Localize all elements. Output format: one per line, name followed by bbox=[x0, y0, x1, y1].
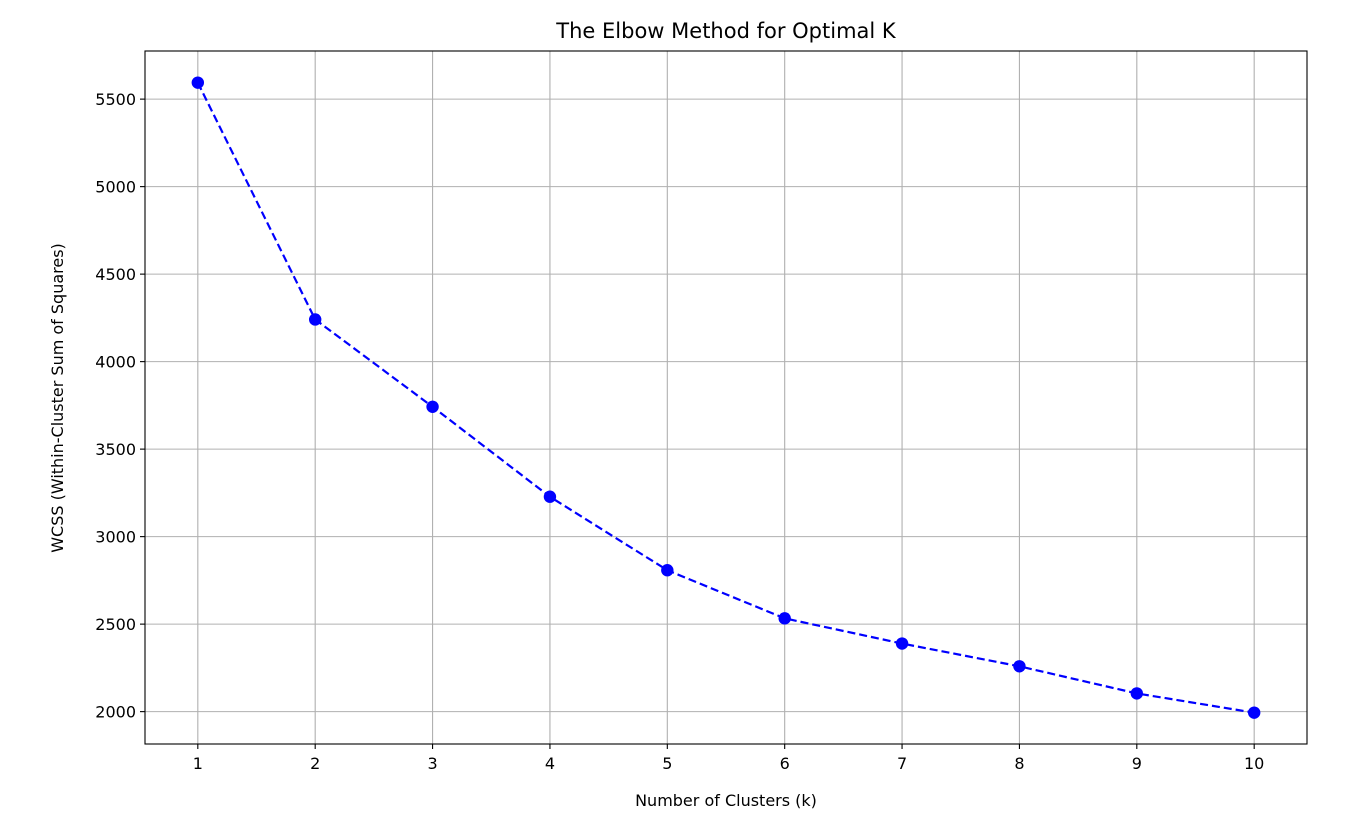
x-tick-label: 10 bbox=[1244, 754, 1264, 773]
x-tick-label: 9 bbox=[1132, 754, 1142, 773]
tick-layer: 1 2 3 4 5 6 7 8 9 10 2000 2500 3000 3500 4000 4500 5000 5… bbox=[95, 90, 1264, 773]
data-point-marker bbox=[661, 564, 674, 577]
data-point-marker bbox=[191, 76, 205, 89]
y-tick-label: 2000 bbox=[95, 703, 136, 722]
data-point-marker bbox=[778, 612, 791, 625]
x-tick-label: 3 bbox=[427, 754, 437, 773]
data-point-marker bbox=[1013, 660, 1026, 673]
y-tick-label: 2500 bbox=[95, 615, 136, 634]
x-tick-label: 5 bbox=[662, 754, 672, 773]
axes-frame bbox=[144, 50, 1308, 745]
y-tick-label: 4500 bbox=[95, 265, 136, 284]
x-tick-label: 1 bbox=[193, 754, 203, 773]
data-point-marker bbox=[1130, 687, 1144, 700]
x-axis-label: Number of Clusters (k) bbox=[635, 791, 817, 810]
y-tick-label: 5500 bbox=[95, 90, 136, 109]
data-point-marker bbox=[895, 637, 909, 650]
series-line bbox=[196, 82, 1255, 714]
grid-layer bbox=[145, 51, 1307, 744]
chart-title: The Elbow Method for Optimal K bbox=[555, 19, 897, 43]
x-tick-label: 8 bbox=[1014, 754, 1024, 773]
data-point-marker bbox=[308, 313, 322, 326]
y-tick-label: 3500 bbox=[95, 440, 136, 459]
y-tick-label: 4000 bbox=[95, 353, 136, 372]
data-point-marker bbox=[543, 490, 557, 503]
x-tick-label: 7 bbox=[897, 754, 907, 773]
data-point-marker bbox=[1247, 706, 1261, 719]
data-point-marker bbox=[426, 400, 439, 413]
y-tick-label: 5000 bbox=[95, 178, 136, 197]
x-tick-label: 2 bbox=[310, 754, 320, 773]
series-layer bbox=[191, 76, 1261, 719]
y-axis-label: WCSS (Within-Cluster Sum of Squares) bbox=[48, 243, 67, 553]
x-tick-label: 6 bbox=[780, 754, 790, 773]
x-tick-label: 4 bbox=[545, 754, 555, 773]
y-tick-label: 3000 bbox=[95, 528, 136, 547]
